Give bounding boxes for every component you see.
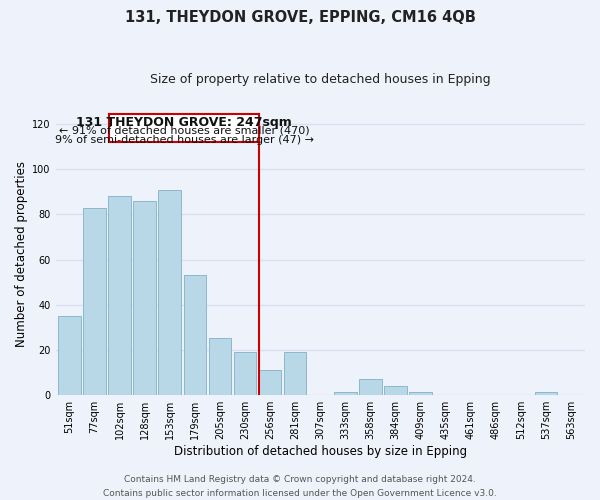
Bar [409, 392, 432, 394]
Text: ← 91% of detached houses are smaller (470): ← 91% of detached houses are smaller (47… [59, 126, 310, 136]
Bar [108, 196, 131, 394]
Bar [58, 316, 80, 394]
FancyBboxPatch shape [109, 114, 259, 142]
Text: Contains HM Land Registry data © Crown copyright and database right 2024.
Contai: Contains HM Land Registry data © Crown c… [103, 476, 497, 498]
Bar [233, 352, 256, 395]
Bar [535, 392, 557, 394]
Bar [158, 190, 181, 394]
Text: 131, THEYDON GROVE, EPPING, CM16 4QB: 131, THEYDON GROVE, EPPING, CM16 4QB [125, 10, 475, 25]
Bar [284, 352, 307, 395]
X-axis label: Distribution of detached houses by size in Epping: Distribution of detached houses by size … [174, 444, 467, 458]
Text: 9% of semi-detached houses are larger (47) →: 9% of semi-detached houses are larger (4… [55, 135, 314, 145]
Bar [209, 338, 231, 394]
Bar [83, 208, 106, 394]
Y-axis label: Number of detached properties: Number of detached properties [15, 161, 28, 347]
Text: 131 THEYDON GROVE: 247sqm: 131 THEYDON GROVE: 247sqm [76, 116, 292, 130]
Bar [259, 370, 281, 394]
Bar [133, 201, 156, 394]
Bar [384, 386, 407, 394]
Bar [359, 379, 382, 394]
Bar [334, 392, 356, 394]
Title: Size of property relative to detached houses in Epping: Size of property relative to detached ho… [150, 72, 491, 86]
Bar [184, 276, 206, 394]
